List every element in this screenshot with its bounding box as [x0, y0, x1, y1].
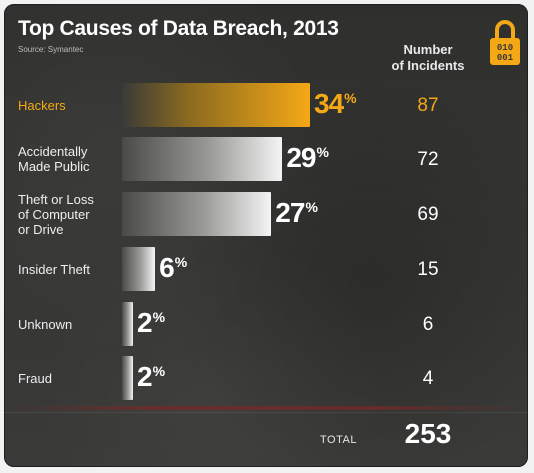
column-heading-line-1: Number: [403, 42, 453, 57]
row-label-line: Theft or Loss: [18, 191, 94, 207]
row-label-line: or Drive: [18, 221, 64, 237]
chart-row: Fraud 2% 4: [4, 356, 528, 400]
percent-value: 6: [159, 252, 175, 283]
incidents-column-heading: Number of Incidents: [378, 42, 478, 74]
padlock-icon: 010 001: [490, 20, 520, 65]
bar: [122, 83, 310, 127]
percent-label: 34%: [314, 88, 357, 120]
column-heading-line-2: of Incidents: [391, 58, 465, 73]
row-label: Theft or Loss of Computer or Drive: [18, 192, 94, 237]
bar: [122, 192, 272, 236]
percent-symbol: %: [152, 309, 166, 325]
percent-value: 29: [286, 142, 316, 173]
percent-value: 2: [137, 307, 153, 338]
chart-row: Insider Theft 6% 15: [4, 247, 528, 291]
row-label: Unknown: [18, 317, 72, 332]
percent-value: 34: [314, 88, 344, 119]
percent-label: 2%: [137, 361, 165, 393]
percent-label: 6%: [159, 252, 187, 284]
percent-symbol: %: [344, 90, 357, 106]
incident-count: 6: [422, 314, 434, 335]
incident-count: 15: [417, 259, 439, 280]
percent-label: 27%: [275, 197, 318, 229]
row-label: Insider Theft: [18, 262, 90, 277]
percent-symbol: %: [152, 363, 166, 379]
chart-row: Unknown 2% 6: [4, 302, 528, 346]
chart-row: Accidentally Made Public 29% 72: [4, 137, 528, 181]
row-label-line: Insider Theft: [18, 261, 91, 277]
incident-count: 87: [417, 95, 439, 116]
percent-value: 2: [137, 361, 153, 392]
row-label: Accidentally Made Public: [18, 144, 90, 174]
accent-band: [4, 406, 528, 410]
bar: [122, 247, 156, 291]
incident-count: 72: [417, 149, 439, 170]
incident-count: 4: [422, 368, 434, 389]
percent-value: 27: [275, 197, 305, 228]
infographic-card: Top Causes of Data Breach, 2013 Source: …: [4, 4, 528, 467]
total-label: TOTAL: [320, 434, 357, 446]
row-label-line: Hackers: [18, 97, 66, 113]
chart-row: Theft or Loss of Computer or Drive 27% 69: [4, 192, 528, 237]
percent-symbol: %: [174, 254, 188, 270]
total-value: 253: [404, 418, 452, 449]
chart-source: Source: Symantec: [18, 45, 84, 54]
percent-symbol: %: [305, 199, 318, 215]
incident-count: 69: [417, 204, 439, 225]
row-label-line: Unknown: [18, 316, 73, 332]
row-label: Hackers: [18, 98, 66, 113]
percent-label: 29%: [286, 142, 329, 174]
row-label-line: Fraud: [18, 370, 52, 386]
chart-title: Top Causes of Data Breach, 2013: [18, 17, 339, 40]
bar: [122, 137, 283, 181]
chart-row: Hackers 34% 87: [4, 83, 528, 127]
percent-symbol: %: [316, 144, 329, 160]
padlock-digits-bottom: 001: [497, 53, 514, 63]
bar: [122, 302, 134, 346]
row-label-line: Made Public: [18, 159, 90, 174]
padlock-digits-top: 010: [497, 43, 513, 53]
percent-label: 2%: [137, 307, 165, 339]
row-label-line: of Computer: [18, 206, 90, 222]
bar: [122, 356, 134, 400]
total-divider: [4, 412, 528, 413]
row-label: Fraud: [18, 371, 52, 386]
row-label-line: Accidentally: [18, 144, 88, 159]
